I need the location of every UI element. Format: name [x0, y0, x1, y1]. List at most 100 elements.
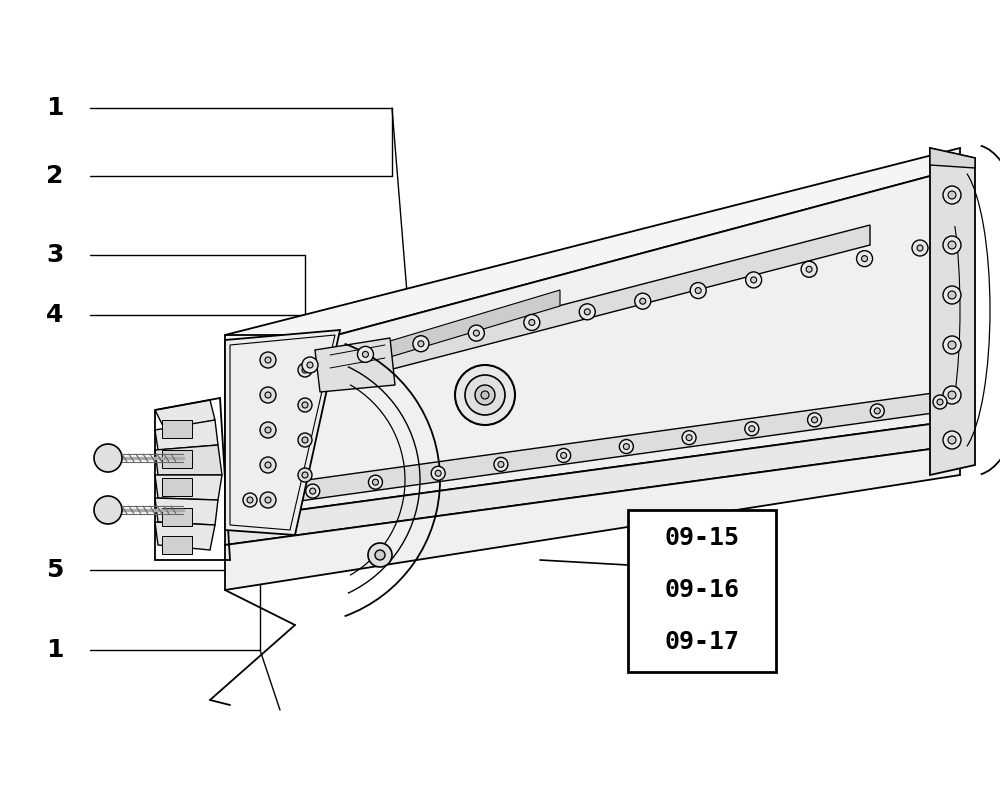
Polygon shape [155, 445, 222, 475]
Circle shape [870, 404, 884, 418]
Circle shape [948, 341, 956, 349]
Circle shape [307, 362, 313, 368]
Circle shape [465, 375, 505, 415]
Circle shape [862, 255, 868, 262]
Circle shape [529, 319, 535, 326]
Circle shape [455, 365, 515, 425]
Circle shape [418, 341, 424, 347]
Circle shape [302, 472, 308, 478]
Circle shape [690, 283, 706, 298]
Circle shape [473, 330, 479, 336]
Polygon shape [155, 475, 222, 500]
Circle shape [468, 325, 484, 341]
Circle shape [619, 440, 633, 453]
Polygon shape [155, 522, 215, 550]
Polygon shape [155, 400, 215, 430]
Circle shape [94, 444, 122, 472]
Circle shape [368, 475, 382, 489]
Circle shape [494, 457, 508, 471]
Circle shape [746, 272, 762, 288]
Text: 4: 4 [46, 303, 64, 327]
Circle shape [260, 492, 276, 508]
Circle shape [640, 298, 646, 304]
Circle shape [265, 497, 271, 503]
Circle shape [435, 470, 441, 476]
Circle shape [298, 433, 312, 447]
Bar [162, 508, 192, 526]
Circle shape [948, 191, 956, 199]
Polygon shape [225, 420, 960, 545]
Circle shape [686, 435, 692, 440]
Circle shape [413, 336, 429, 351]
Circle shape [298, 468, 312, 482]
Circle shape [260, 352, 276, 368]
Circle shape [265, 392, 271, 398]
Circle shape [948, 241, 956, 249]
Bar [162, 536, 192, 554]
Circle shape [943, 186, 961, 204]
Bar [162, 420, 192, 438]
Bar [162, 478, 192, 496]
Circle shape [812, 417, 818, 423]
Polygon shape [280, 290, 560, 390]
Circle shape [243, 493, 257, 507]
Circle shape [524, 314, 540, 330]
Circle shape [357, 347, 373, 362]
Text: 2: 2 [46, 164, 64, 188]
Polygon shape [930, 148, 975, 168]
Circle shape [943, 286, 961, 304]
Circle shape [260, 457, 276, 473]
Circle shape [808, 413, 822, 427]
Circle shape [557, 448, 571, 462]
Circle shape [801, 261, 817, 277]
Polygon shape [930, 148, 975, 475]
Polygon shape [225, 330, 340, 535]
Circle shape [247, 497, 253, 503]
Text: 1: 1 [46, 96, 64, 120]
Polygon shape [315, 338, 395, 392]
Circle shape [917, 245, 923, 251]
Circle shape [302, 437, 308, 443]
Bar [162, 450, 192, 468]
Circle shape [368, 543, 392, 567]
Circle shape [943, 236, 961, 254]
Circle shape [306, 484, 320, 498]
Circle shape [302, 357, 318, 373]
Polygon shape [235, 225, 870, 410]
Circle shape [298, 398, 312, 412]
Circle shape [481, 391, 489, 399]
Circle shape [265, 427, 271, 433]
Circle shape [943, 336, 961, 354]
Bar [628, 510, 776, 672]
Circle shape [498, 461, 504, 467]
Circle shape [943, 386, 961, 404]
Text: 1: 1 [46, 638, 64, 662]
Circle shape [298, 363, 312, 377]
Polygon shape [155, 498, 218, 525]
Circle shape [857, 250, 873, 267]
Circle shape [260, 387, 276, 403]
Circle shape [302, 402, 308, 408]
Circle shape [912, 240, 928, 256]
Circle shape [475, 385, 495, 405]
Circle shape [695, 288, 701, 293]
Polygon shape [225, 148, 960, 365]
Circle shape [362, 351, 368, 357]
Circle shape [749, 426, 755, 431]
Circle shape [302, 367, 308, 373]
Polygon shape [225, 168, 960, 520]
Circle shape [94, 496, 122, 524]
Text: 3: 3 [46, 243, 64, 267]
Polygon shape [225, 445, 960, 590]
Circle shape [948, 436, 956, 444]
Circle shape [948, 391, 956, 399]
Text: 5: 5 [46, 558, 64, 582]
Circle shape [874, 408, 880, 414]
Circle shape [937, 399, 943, 405]
Polygon shape [235, 390, 955, 510]
Circle shape [584, 309, 590, 315]
Circle shape [579, 304, 595, 320]
Text: 09-15: 09-15 [664, 526, 740, 550]
Circle shape [933, 395, 947, 409]
Circle shape [260, 422, 276, 438]
